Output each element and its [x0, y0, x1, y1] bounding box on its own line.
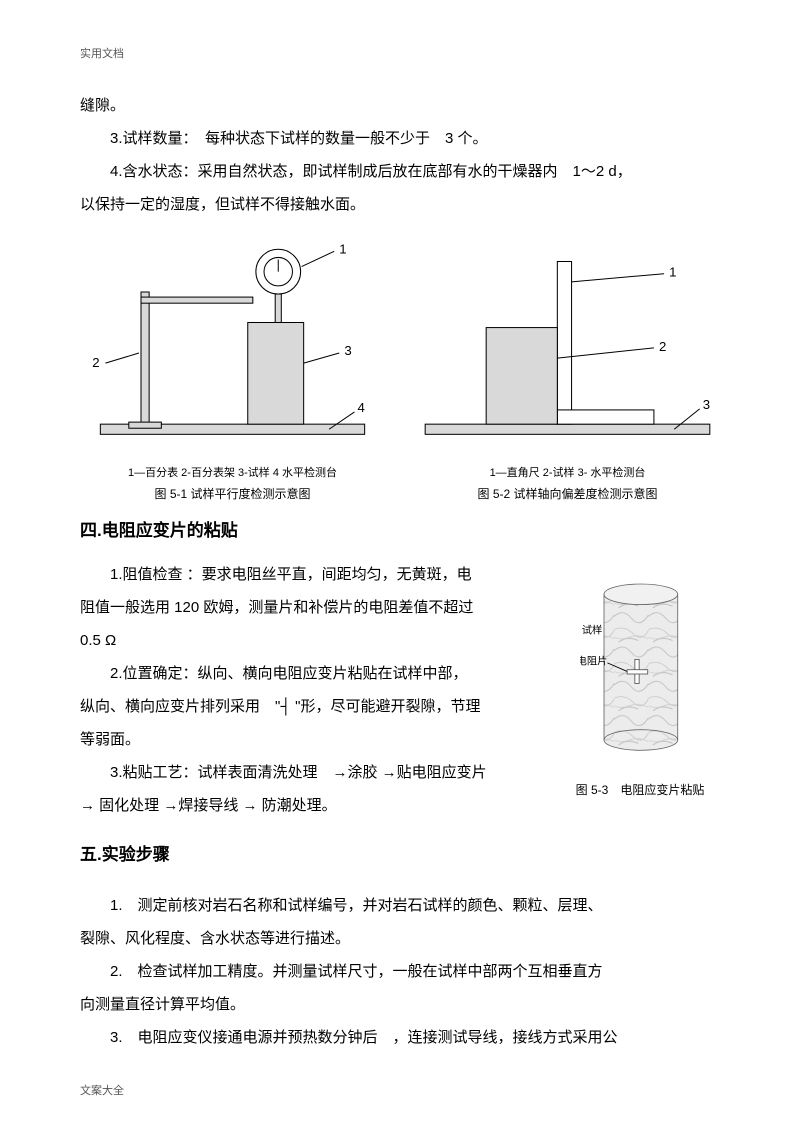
s4-p2b: 纵向、横向应变片排列采用 ": [80, 698, 280, 715]
paragraph-crack: 缝隙。: [80, 89, 720, 122]
fig51-caption: 图 5-1 试样平行度检测示意图: [80, 485, 385, 504]
s4-p3b: →涂胶 →贴电阻应变片: [333, 764, 487, 781]
t-shape-icon: ┤: [280, 690, 291, 723]
fig51-label4: 4: [358, 400, 365, 415]
fig53-label-top: 试样: [582, 623, 603, 636]
s4-p3-line1: 3.粘贴工艺：试样表面清洗处理 →涂胶 →贴电阻应变片: [80, 756, 540, 789]
s4-p3c: → 固化处理 →焊接导线 → 防潮处理。: [80, 789, 540, 822]
s4-p2d: "形，尽可能避开裂隙，节理: [291, 698, 481, 715]
s5-p1a: 1. 测定前核对岩石名称和试样编号，并对岩石试样的颜色、颗粒、层理、: [80, 889, 720, 922]
s4-p1c: 0.5 Ω: [80, 624, 540, 657]
s5-p2a: 2. 检查试样加工精度。并测量试样尺寸，一般在试样中部两个互相垂直方: [80, 955, 720, 988]
paragraph-item3: 3.试样数量： 每种状态下试样的数量一般不少于 3 个。: [80, 122, 720, 155]
figure-5-1: 1 2 3 4 1—百分表 2-百分表架 3-试样 4 水平检测台 图 5-1 …: [80, 231, 385, 504]
s4-p2e: 等弱面。: [80, 723, 540, 756]
figure-5-2: 1 2 3 1—直角尺 2-试样 3- 水平检测台 图 5-2 试样轴向偏差度检…: [415, 231, 720, 504]
s4-p3a: 3.粘贴工艺：试样表面清洗处理: [110, 764, 333, 781]
fig52-label3: 3: [703, 397, 710, 412]
page-footer: 文案大全: [80, 1085, 124, 1098]
fig51-label2: 2: [92, 355, 99, 370]
fig52-caption: 图 5-2 试样轴向偏差度检测示意图: [415, 485, 720, 504]
section5-title: 五.实验步骤: [80, 836, 720, 873]
page-header: 实用文档: [80, 48, 720, 61]
p2a: 3.试样数量： 每种状态下试样的数量一般不少于: [110, 130, 445, 147]
section4-text: 1.阻值检查 ：要求电阻丝平直，间距均匀，无黄斑，电 阻值一般选用 120 欧姆…: [80, 558, 540, 822]
s4-p1b: 阻值一般选用 120 欧姆，测量片和补偿片的电阻差值不超过: [80, 591, 540, 624]
fig53-caption: 图 5-3 电阻应变片粘贴: [560, 777, 720, 803]
section4-title: 四.电阻应变片的粘贴: [80, 512, 720, 549]
paragraph-item4-line1: 4.含水状态：采用自然状态，即试样制成后放在底部有水的干燥器内 1～2 d，: [80, 155, 720, 188]
fig52-label2: 2: [659, 339, 666, 354]
figure-5-3-svg: 试样 电阻片: [580, 568, 700, 768]
figure-5-2-svg: 1 2 3: [415, 231, 720, 455]
s5-p1b: 裂隙、风化程度、含水状态等进行描述。: [80, 922, 720, 955]
s5-p2b: 向测量直径计算平均值。: [80, 988, 720, 1021]
fig51-label1: 1: [339, 242, 346, 257]
s5-p3: 3. 电阻应变仪接通电源并预热数分钟后 ，连接测试导线，接线方式采用公: [80, 1021, 720, 1054]
figure-5-1-svg: 1 2 3 4: [80, 231, 385, 455]
figures-row: 1 2 3 4 1—百分表 2-百分表架 3-试样 4 水平检测台 图 5-1 …: [80, 231, 720, 504]
figure-5-3: 试样 电阻片 图 5-3 电阻应变片粘贴: [560, 558, 720, 804]
fig52-label1: 1: [669, 265, 676, 280]
section4-body: 1.阻值检查 ：要求电阻丝平直，间距均匀，无黄斑，电 阻值一般选用 120 欧姆…: [80, 558, 720, 822]
s4-p2-line2: 纵向、横向应变片排列采用 "┤ "形，尽可能避开裂隙，节理: [80, 690, 540, 723]
fig51-legend: 1—百分表 2-百分表架 3-试样 4 水平检测台: [80, 465, 385, 483]
s4-p1a: 1.阻值检查 ：要求电阻丝平直，间距均匀，无黄斑，电: [80, 558, 540, 591]
s4-p2a: 2.位置确定：纵向、横向电阻应变片粘贴在试样中部，: [80, 657, 540, 690]
p3a: 4.含水状态：采用自然状态，即试样制成后放在底部有水的干燥器内: [110, 163, 573, 180]
paragraph-item4-line2: 以保持一定的湿度，但试样不得接触水面。: [80, 188, 720, 221]
p2b: 3 个。: [445, 130, 488, 147]
p3b: 1～2 d，: [573, 163, 632, 180]
fig52-legend: 1—直角尺 2-试样 3- 水平检测台: [415, 465, 720, 483]
fig51-label3: 3: [344, 343, 351, 358]
fig53-label-bottom: 电阻片: [580, 654, 607, 667]
